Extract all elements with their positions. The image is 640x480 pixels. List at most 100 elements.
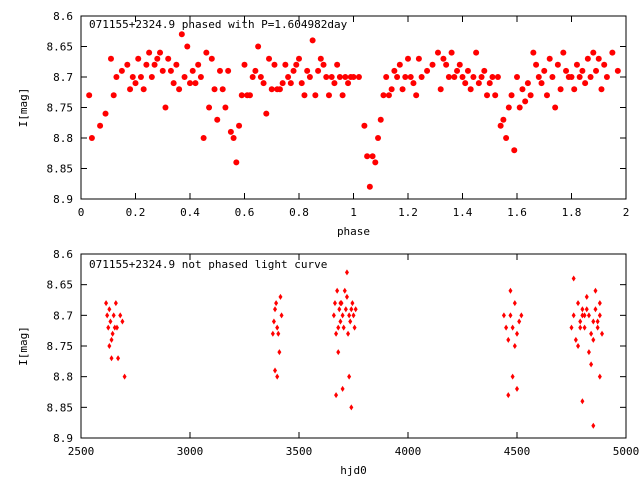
x-tick-label: 0.8 <box>289 206 309 219</box>
y-tick-label: 8.9 <box>53 193 73 206</box>
data-point <box>339 92 346 99</box>
y-tick-label: 8.75 <box>47 340 74 353</box>
data-point <box>366 183 373 190</box>
data-point <box>271 61 278 68</box>
data-point <box>120 318 125 325</box>
data-point <box>222 104 229 111</box>
data-point <box>462 80 469 87</box>
data-point <box>227 128 234 135</box>
data-point <box>554 61 561 68</box>
data-point <box>334 392 339 399</box>
data-point <box>586 349 591 356</box>
data-point <box>508 312 513 319</box>
data-point <box>600 330 605 337</box>
data-point <box>584 55 591 62</box>
data-point <box>203 49 210 56</box>
y-tick-label: 8.9 <box>53 432 73 445</box>
phased-x-axis-label: phase <box>337 225 370 238</box>
data-point <box>571 275 576 282</box>
data-point <box>503 135 510 141</box>
data-point <box>118 67 125 74</box>
x-tick-label: 1.2 <box>398 206 418 219</box>
data-point <box>336 349 341 356</box>
data-point <box>178 31 185 38</box>
data-point <box>571 86 578 93</box>
data-point <box>497 122 504 129</box>
data-point <box>337 306 342 313</box>
data-point <box>323 74 330 80</box>
data-point <box>415 55 422 62</box>
x-tick-label: 2500 <box>68 445 95 458</box>
data-point <box>214 116 221 123</box>
data-point <box>549 74 556 80</box>
data-point <box>334 61 341 68</box>
data-point <box>576 343 581 349</box>
data-point <box>349 404 354 411</box>
data-point <box>351 312 356 319</box>
data-point <box>233 159 240 166</box>
phased-panel: 0 0.2 0.4 0.6 0.8 1 1.2 1.4 1.6 1.8 2 8.6 8.65 8.7 8.7… <box>17 10 629 238</box>
data-point <box>424 67 431 74</box>
data-point <box>312 92 319 99</box>
y-tick-label: 8.6 <box>53 248 73 261</box>
data-point <box>282 61 289 68</box>
data-point <box>114 324 119 331</box>
unphased-plot-frame <box>80 253 627 439</box>
data-point <box>315 67 322 74</box>
data-point <box>116 355 121 362</box>
data-point <box>255 43 262 50</box>
data-point <box>290 67 297 74</box>
data-point <box>593 67 600 74</box>
data-point <box>344 293 349 300</box>
data-point <box>342 287 347 294</box>
data-point <box>595 324 600 331</box>
data-point <box>271 318 276 325</box>
data-point <box>489 74 496 80</box>
data-point <box>332 300 337 307</box>
data-point <box>590 49 597 56</box>
data-point <box>383 74 390 80</box>
phased-points <box>86 31 621 190</box>
data-point <box>500 116 507 123</box>
data-point <box>346 330 351 337</box>
data-point <box>200 135 207 141</box>
data-point <box>350 74 357 80</box>
data-point <box>597 312 602 319</box>
data-point <box>276 330 281 337</box>
data-point <box>276 86 283 93</box>
data-point <box>111 312 116 319</box>
data-point <box>273 367 278 374</box>
data-point <box>107 55 114 62</box>
data-point <box>407 74 414 80</box>
data-point <box>385 92 392 99</box>
data-point <box>589 330 594 337</box>
data-point <box>118 312 123 319</box>
data-point <box>127 86 134 93</box>
data-point <box>571 312 576 319</box>
data-point <box>578 324 583 331</box>
data-point <box>410 80 417 87</box>
data-point <box>140 86 147 93</box>
data-point <box>481 67 488 74</box>
phased-y-axis-label: I[mag] <box>17 88 30 128</box>
data-point <box>338 318 343 325</box>
data-point <box>391 67 398 74</box>
data-point <box>109 336 114 343</box>
data-point <box>448 49 455 56</box>
data-point <box>505 104 512 111</box>
data-point <box>454 67 461 74</box>
unphased-panel: 2500 3000 3500 4000 4500 5000 8.6 8.65 8.7 8.75 8.… <box>17 248 639 477</box>
data-point <box>519 312 524 319</box>
data-point <box>601 61 608 68</box>
data-point <box>165 55 172 62</box>
x-tick-label: 1.8 <box>562 206 582 219</box>
data-point <box>331 80 338 87</box>
data-point <box>486 80 493 87</box>
y-tick-label: 8.8 <box>53 132 73 145</box>
data-point <box>504 324 509 331</box>
x-tick-label: 0.4 <box>180 206 200 219</box>
data-point <box>304 67 311 74</box>
data-point <box>535 74 542 80</box>
data-point <box>591 422 596 429</box>
data-point <box>429 61 436 68</box>
